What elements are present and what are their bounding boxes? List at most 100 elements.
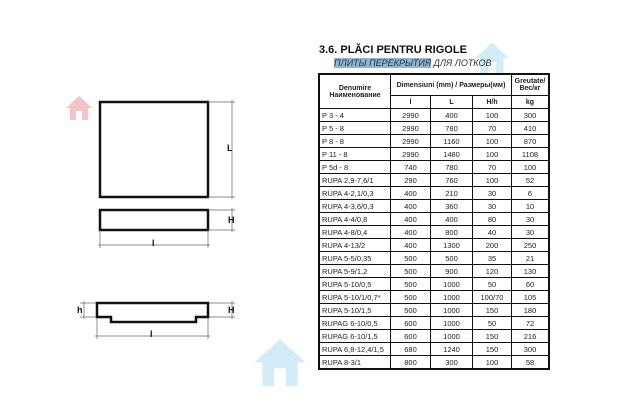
cell-l: 680 [390,342,431,356]
cell-l: 400 [390,212,431,226]
cell-name: RUPA 6,8-12,4/1,5 [318,342,391,356]
cell-l: 400 [390,186,431,200]
cell-L: 1000 [430,329,473,343]
cell-Hh: 100/70 [472,290,512,304]
header-L: L [430,95,473,109]
cell-name: P 8 - 8 [318,134,391,148]
slab-side-view [98,208,210,232]
cell-L: 900 [430,264,473,278]
cell-name: RUPA 5-9/1,2 [318,264,391,278]
dim-label-l: l [152,238,155,248]
cell-Hh: 150 [472,342,512,356]
cell-name: RUPA 5-10/0,5 [318,277,391,291]
cell-L: 780 [430,160,473,174]
cell-L: 1000 [430,303,473,317]
table-row: RUPA 6,8-12,4/1,5 680 1240 150 300 [318,342,550,356]
cell-L: 1160 [430,134,473,148]
cell-name: RUPA 4-3,6/0,3 [318,199,391,213]
table-row: RUPA 5-10/1,5 500 1000 150 180 [318,303,550,317]
cell-kg: 250 [511,238,550,252]
cell-L: 760 [430,173,473,187]
table-row: RUPA 4-2,1/0,3 400 210 30 6 [318,186,550,200]
table-row: P 11 - 8 2990 1480 100 1108 [318,147,550,161]
cell-l: 290 [390,173,431,187]
house-watermark-icon [475,42,509,74]
cell-Hh: 150 [472,303,512,317]
table-row: RUPA 5-9/1,2 500 900 120 130 [318,264,550,278]
cell-L: 400 [430,108,473,122]
cell-name: RUPA 4-8/0,4 [318,225,391,239]
cell-kg: 72 [511,316,550,330]
cell-kg: 410 [511,121,550,135]
cell-kg: 216 [511,329,550,343]
table-row: RUPA 2,9-7,6/1 290 760 100 52 [318,173,550,187]
cell-kg: 870 [511,134,550,148]
cell-name: RUPAG 6-10/0,5 [318,316,391,330]
cell-l: 2990 [390,147,431,161]
cell-kg: 300 [511,342,550,356]
table-row: RUPA 5-10/0,5 500 1000 50 60 [318,277,550,291]
cell-Hh: 70 [472,160,512,174]
dim-label-h: h [77,305,83,315]
table-row: P 8 - 8 2990 1160 100 870 [318,134,550,148]
cell-name: RUPA 5-5/0,35 [318,251,391,265]
header-dimensions: Dimensiuni (mm) / Размеры(мм) [390,73,512,96]
cell-Hh: 100 [472,108,512,122]
cell-kg: 100 [511,160,550,174]
cell-name: RUPA 4-13/2 [318,238,391,252]
cell-name: RUPA 5-10/1/0,7* [318,290,391,304]
header-Hh: H/h [472,95,512,109]
table-row: RUPA 5-10/1/0,7* 500 1000 100/70 105 [318,290,550,304]
cell-L: 360 [430,199,473,213]
cell-name: P 5d - 8 [318,160,391,174]
slab-profile-view [95,301,210,324]
cell-kg: 130 [511,264,550,278]
cell-Hh: 30 [472,199,512,213]
cell-L: 300 [430,355,473,370]
cell-name: P 5 - 8 [318,121,391,135]
cell-kg: 21 [511,251,550,265]
cell-Hh: 200 [472,238,512,252]
header-l: l [390,95,431,109]
table-row: P 3 - 4 2990 400 100 300 [318,108,550,122]
cell-name: RUPAG 6-10/1,5 [318,329,391,343]
cell-Hh: 100 [472,147,512,161]
table-row: RUPA 8-3/1 800 300 100 58 [318,355,550,370]
dim-label-H: H [228,305,235,315]
cell-kg: 300 [511,108,550,122]
table-row: RUPAG 6-10/0,5 600 1000 50 72 [318,316,550,330]
cell-Hh: 30 [472,186,512,200]
header-name: Denumire Наименование [318,73,391,109]
table-row: RUPA 4-3,6/0,3 400 360 30 10 [318,199,550,213]
cell-Hh: 50 [472,277,512,291]
cell-name: RUPA 8-3/1 [318,355,391,370]
cell-L: 1480 [430,147,473,161]
table-row: RUPAG 6-10/1,5 600 1000 150 216 [318,329,550,343]
dim-label-H: H [228,215,235,225]
cell-l: 400 [390,238,431,252]
cell-l: 400 [390,225,431,239]
cell-kg: 6 [511,186,550,200]
slab-specs-table: Denumire Наименование Dimensiuni (mm) / Р… [318,73,550,370]
dim-label-l: l [150,329,153,339]
subtitle-rest: ДЛЯ ЛОТКОВ [431,58,492,68]
slab-drawing [80,100,235,339]
cell-L: 780 [430,121,473,135]
cell-kg: 30 [511,212,550,226]
cell-kg: 30 [511,225,550,239]
header-weight: Greutate/ Вес/кг [511,73,550,96]
cell-L: 1240 [430,342,473,356]
cell-kg: 10 [511,199,550,213]
cell-L: 500 [430,251,473,265]
cell-Hh: 40 [472,225,512,239]
cell-Hh: 120 [472,264,512,278]
cell-l: 600 [390,316,431,330]
cell-Hh: 100 [472,134,512,148]
cell-name: RUPA 5-10/1,5 [318,303,391,317]
cell-name: P 3 - 4 [318,108,391,122]
cell-Hh: 80 [472,212,512,226]
table-row: RUPA 4-4/0,8 400 400 80 30 [318,212,550,226]
cell-Hh: 70 [472,121,512,135]
cell-l: 400 [390,199,431,213]
cell-L: 1000 [430,316,473,330]
